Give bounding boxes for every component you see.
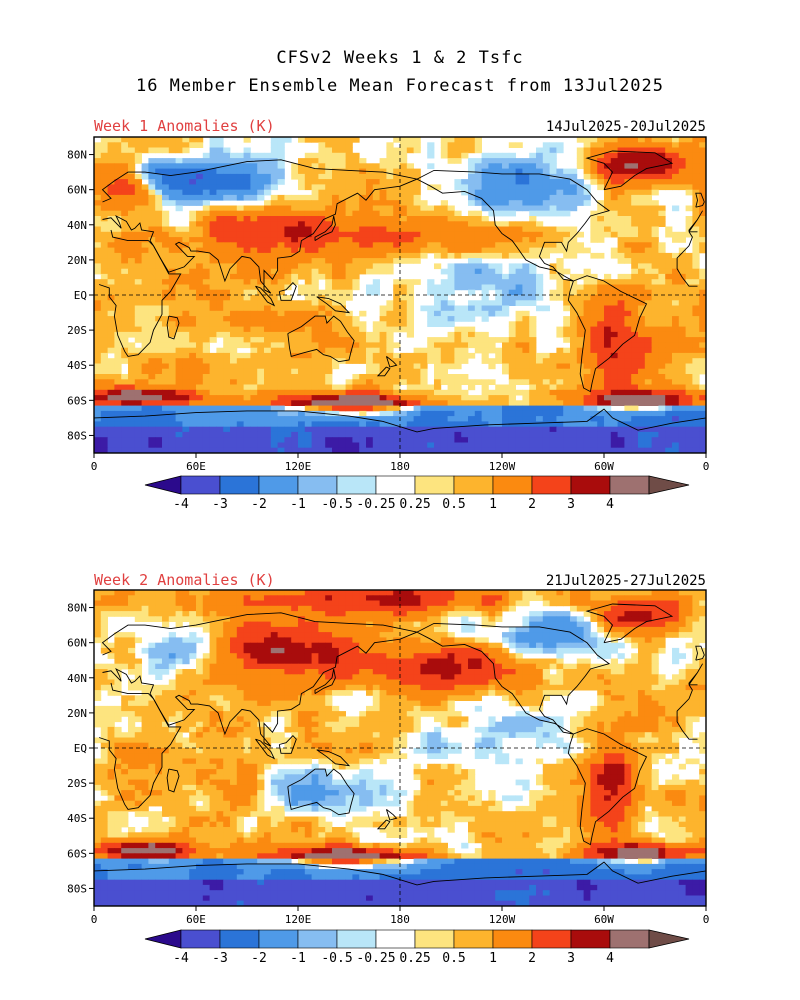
colorbar-tick-label: -1	[290, 497, 306, 512]
lon-tick-label: 180	[390, 460, 410, 473]
lat-tick-label: 20S	[67, 777, 87, 790]
colorbar-tick-label: -0.5	[321, 951, 352, 966]
colorbar-tick-label: 3	[567, 497, 575, 512]
colorbar-under-arrow	[144, 475, 182, 495]
colorbar-swatch	[336, 929, 377, 949]
colorbar-swatch	[375, 475, 416, 495]
anomaly-field-1	[94, 137, 706, 453]
colorbar-swatch	[219, 929, 260, 949]
colorbar-tick-label: -4	[173, 951, 189, 966]
lat-tick-label: 60N	[67, 637, 87, 650]
colorbar-swatch	[453, 929, 494, 949]
lon-tick-label: 120W	[489, 460, 516, 473]
colorbar-swatch	[258, 929, 299, 949]
colorbar-tick-label: 0.5	[442, 951, 465, 966]
lon-tick-label: 60W	[594, 913, 614, 926]
colorbar-under-arrow	[144, 929, 182, 949]
lat-tick-label: 40S	[67, 359, 87, 372]
colorbar-swatch	[492, 929, 533, 949]
colorbar-swatch	[609, 475, 650, 495]
anomaly-field-2	[94, 590, 706, 906]
lat-tick-label: 20S	[67, 324, 87, 337]
colorbar-swatch	[531, 929, 572, 949]
colorbar-tick-label: -3	[212, 497, 228, 512]
lon-tick-label: 120E	[285, 913, 312, 926]
colorbar-tick-label: 2	[528, 951, 536, 966]
lon-tick-label: 180	[390, 913, 410, 926]
week1-panel-label: Week 1 Anomalies (K)	[94, 117, 275, 135]
chart-title-line-2: 16 Member Ensemble Mean Forecast from 13…	[135, 76, 665, 96]
week1-date-range: 14Jul2025-20Jul2025	[545, 119, 706, 135]
colorbar-tick-label: 4	[606, 951, 614, 966]
colorbar-swatch	[414, 475, 455, 495]
coastlines-2	[94, 603, 706, 906]
lat-tick-label: 80S	[67, 882, 87, 895]
colorbar-swatch	[336, 475, 377, 495]
lat-tick-label: 40N	[67, 219, 87, 232]
lat-tick-label: 20N	[67, 254, 87, 267]
colorbar-swatch	[570, 475, 611, 495]
lat-tick-label: 60S	[67, 394, 87, 407]
colorbar-swatch	[219, 475, 260, 495]
colorbar-swatch	[453, 475, 494, 495]
colorbar-swatch	[414, 929, 455, 949]
colorbar-swatch	[570, 929, 611, 949]
coastlines-1	[94, 150, 706, 453]
colorbar-tick-label: -0.5	[321, 497, 352, 512]
lon-tick-label: 0	[91, 460, 98, 473]
lon-tick-label: 120W	[489, 913, 516, 926]
colorbar-tick-label: 3	[567, 951, 575, 966]
colorbar-swatch	[258, 475, 299, 495]
colorbar-tick-label: 4	[606, 497, 614, 512]
colorbar-tick-label: 2	[528, 497, 536, 512]
colorbar-tick-label: 1	[489, 951, 497, 966]
lon-tick-label: 0	[703, 460, 710, 473]
lon-tick-label: 120E	[285, 460, 312, 473]
lat-tick-label: 20N	[67, 707, 87, 720]
colorbar-tick-label: -2	[251, 497, 267, 512]
lon-tick-label: 60W	[594, 460, 614, 473]
colorbar-tick-label: -0.25	[356, 951, 395, 966]
colorbar-2: -4 -3 -2 -1 -0.5 -0.25 0.25 0.5 1 2 3 4	[144, 929, 690, 966]
colorbar-tick-label: -3	[212, 951, 228, 966]
colorbar-1: -4 -3 -2 -1 -0.5 -0.25 0.25 0.5 1 2 3 4	[144, 475, 690, 512]
colorbar-swatch	[180, 929, 221, 949]
lon-tick-label: 60E	[186, 460, 206, 473]
lat-tick-label: 40N	[67, 672, 87, 685]
colorbar-tick-label: 0.25	[399, 951, 430, 966]
lat-tick-label: 80N	[67, 602, 87, 615]
lat-tick-label: 40S	[67, 812, 87, 825]
lon-tick-label: 0	[703, 913, 710, 926]
chart-title-line-1: CFSv2 Weeks 1 & 2 Tsfc	[276, 48, 524, 68]
colorbar-tick-label: -1	[290, 951, 306, 966]
colorbar-over-arrow	[648, 929, 690, 949]
colorbar-tick-label: -0.25	[356, 497, 395, 512]
colorbar-tick-label: 1	[489, 497, 497, 512]
colorbar-tick-label: 0.5	[442, 497, 465, 512]
colorbar-tick-label: 0.25	[399, 497, 430, 512]
lat-tick-label: 80N	[67, 149, 87, 162]
colorbar-swatch	[492, 475, 533, 495]
lat-tick-label: 60S	[67, 847, 87, 860]
colorbar-swatch	[297, 475, 338, 495]
week2-panel-label: Week 2 Anomalies (K)	[94, 571, 275, 589]
lon-tick-label: 0	[91, 913, 98, 926]
lon-tick-label: 60E	[186, 913, 206, 926]
colorbar-swatch	[609, 929, 650, 949]
colorbar-swatch	[375, 929, 416, 949]
colorbar-tick-label: -2	[251, 951, 267, 966]
lat-tick-label: 80S	[67, 429, 87, 442]
colorbar-swatch	[297, 929, 338, 949]
lat-tick-label: EQ	[74, 289, 87, 302]
colorbar-over-arrow	[648, 475, 690, 495]
colorbar-swatch	[531, 475, 572, 495]
lat-tick-label: EQ	[74, 742, 87, 755]
week2-date-range: 21Jul2025-27Jul2025	[545, 573, 706, 589]
colorbar-tick-label: -4	[173, 497, 189, 512]
lat-tick-label: 60N	[67, 184, 87, 197]
colorbar-swatch	[180, 475, 221, 495]
